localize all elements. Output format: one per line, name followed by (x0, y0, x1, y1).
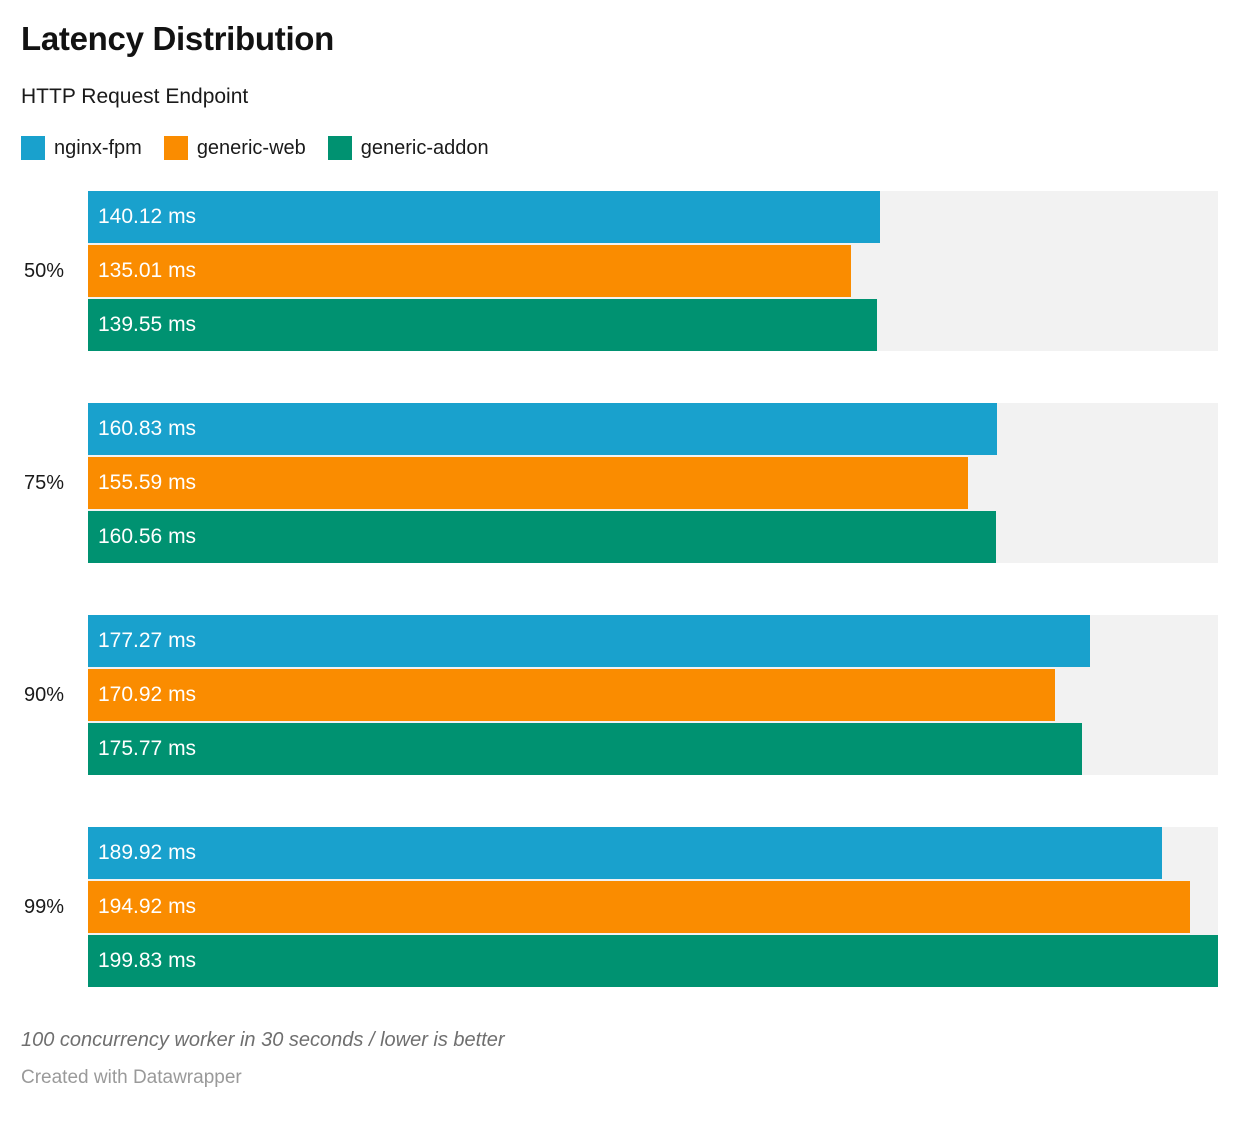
legend-label: generic-web (196, 136, 306, 159)
bar-track: 177.27 ms 170.92 ms 175.77 ms (88, 615, 1218, 776)
bar-chart: 50% 140.12 ms 135.01 ms 139.55 ms 75% 160.83 … (21, 191, 1218, 988)
datawrapper-credit: Created with Datawrapper (21, 1067, 242, 1089)
bar-value-label: 194.92 ms (98, 895, 197, 919)
bar-generic-addon: 175.77 ms (88, 723, 1082, 776)
legend-label: nginx-fpm (54, 136, 142, 159)
percentile-label: 99% (23, 895, 64, 918)
bar-nginx-fpm: 140.12 ms (88, 191, 881, 244)
bar-value-label: 139.55 ms (98, 313, 197, 337)
chart-title: Latency Distribution (21, 20, 335, 57)
bar-generic-web: 170.92 ms (88, 669, 1055, 722)
bar-value-label: 199.83 ms (98, 949, 197, 973)
bar-generic-addon: 139.55 ms (88, 299, 878, 352)
bar-nginx-fpm: 189.92 ms (88, 827, 1162, 880)
legend-swatch-icon (163, 136, 188, 161)
chart-notes: 100 concurrency worker in 30 seconds / l… (21, 1029, 505, 1052)
percentile-group-75: 75% 160.83 ms 155.59 ms 160.56 ms (21, 403, 1218, 564)
bar-value-label: 170.92 ms (98, 683, 197, 707)
bar-generic-web: 155.59 ms (88, 457, 968, 510)
bar-track: 140.12 ms 135.01 ms 139.55 ms (88, 191, 1218, 352)
bar-generic-web: 194.92 ms (88, 881, 1191, 934)
bar-value-label: 160.56 ms (98, 525, 197, 549)
bar-value-label: 155.59 ms (98, 471, 197, 495)
percentile-group-50: 50% 140.12 ms 135.01 ms 139.55 ms (21, 191, 1218, 352)
bar-generic-addon: 199.83 ms (88, 935, 1218, 988)
bar-generic-web: 135.01 ms (88, 245, 852, 298)
percentile-label: 90% (23, 683, 64, 706)
bar-value-label: 189.92 ms (98, 841, 197, 865)
legend-item-generic-web: generic-web (163, 136, 306, 161)
legend-swatch-icon (21, 136, 45, 161)
bar-value-label: 160.83 ms (98, 417, 197, 441)
bar-value-label: 177.27 ms (98, 629, 197, 653)
percentile-group-90: 90% 177.27 ms 170.92 ms 175.77 ms (21, 615, 1218, 776)
legend: nginx-fpm generic-web generic-addon (21, 134, 1218, 162)
legend-item-generic-addon: generic-addon (327, 136, 489, 161)
bar-nginx-fpm: 160.83 ms (88, 403, 998, 456)
percentile-group-99: 99% 189.92 ms 194.92 ms 199.83 ms (21, 827, 1218, 988)
percentile-label: 75% (23, 471, 64, 494)
bar-value-label: 140.12 ms (98, 205, 197, 229)
bar-value-label: 135.01 ms (98, 259, 197, 283)
legend-swatch-icon (327, 136, 352, 161)
bar-track: 160.83 ms 155.59 ms 160.56 ms (88, 403, 1218, 564)
bar-generic-addon: 160.56 ms (88, 511, 996, 564)
legend-label: generic-addon (360, 136, 489, 159)
legend-item-nginx-fpm: nginx-fpm (21, 136, 142, 161)
bar-nginx-fpm: 177.27 ms (88, 615, 1091, 668)
bar-track: 189.92 ms 194.92 ms 199.83 ms (88, 827, 1218, 988)
percentile-label: 50% (23, 259, 64, 282)
bar-value-label: 175.77 ms (98, 737, 197, 761)
chart-subtitle: HTTP Request Endpoint (21, 85, 249, 109)
